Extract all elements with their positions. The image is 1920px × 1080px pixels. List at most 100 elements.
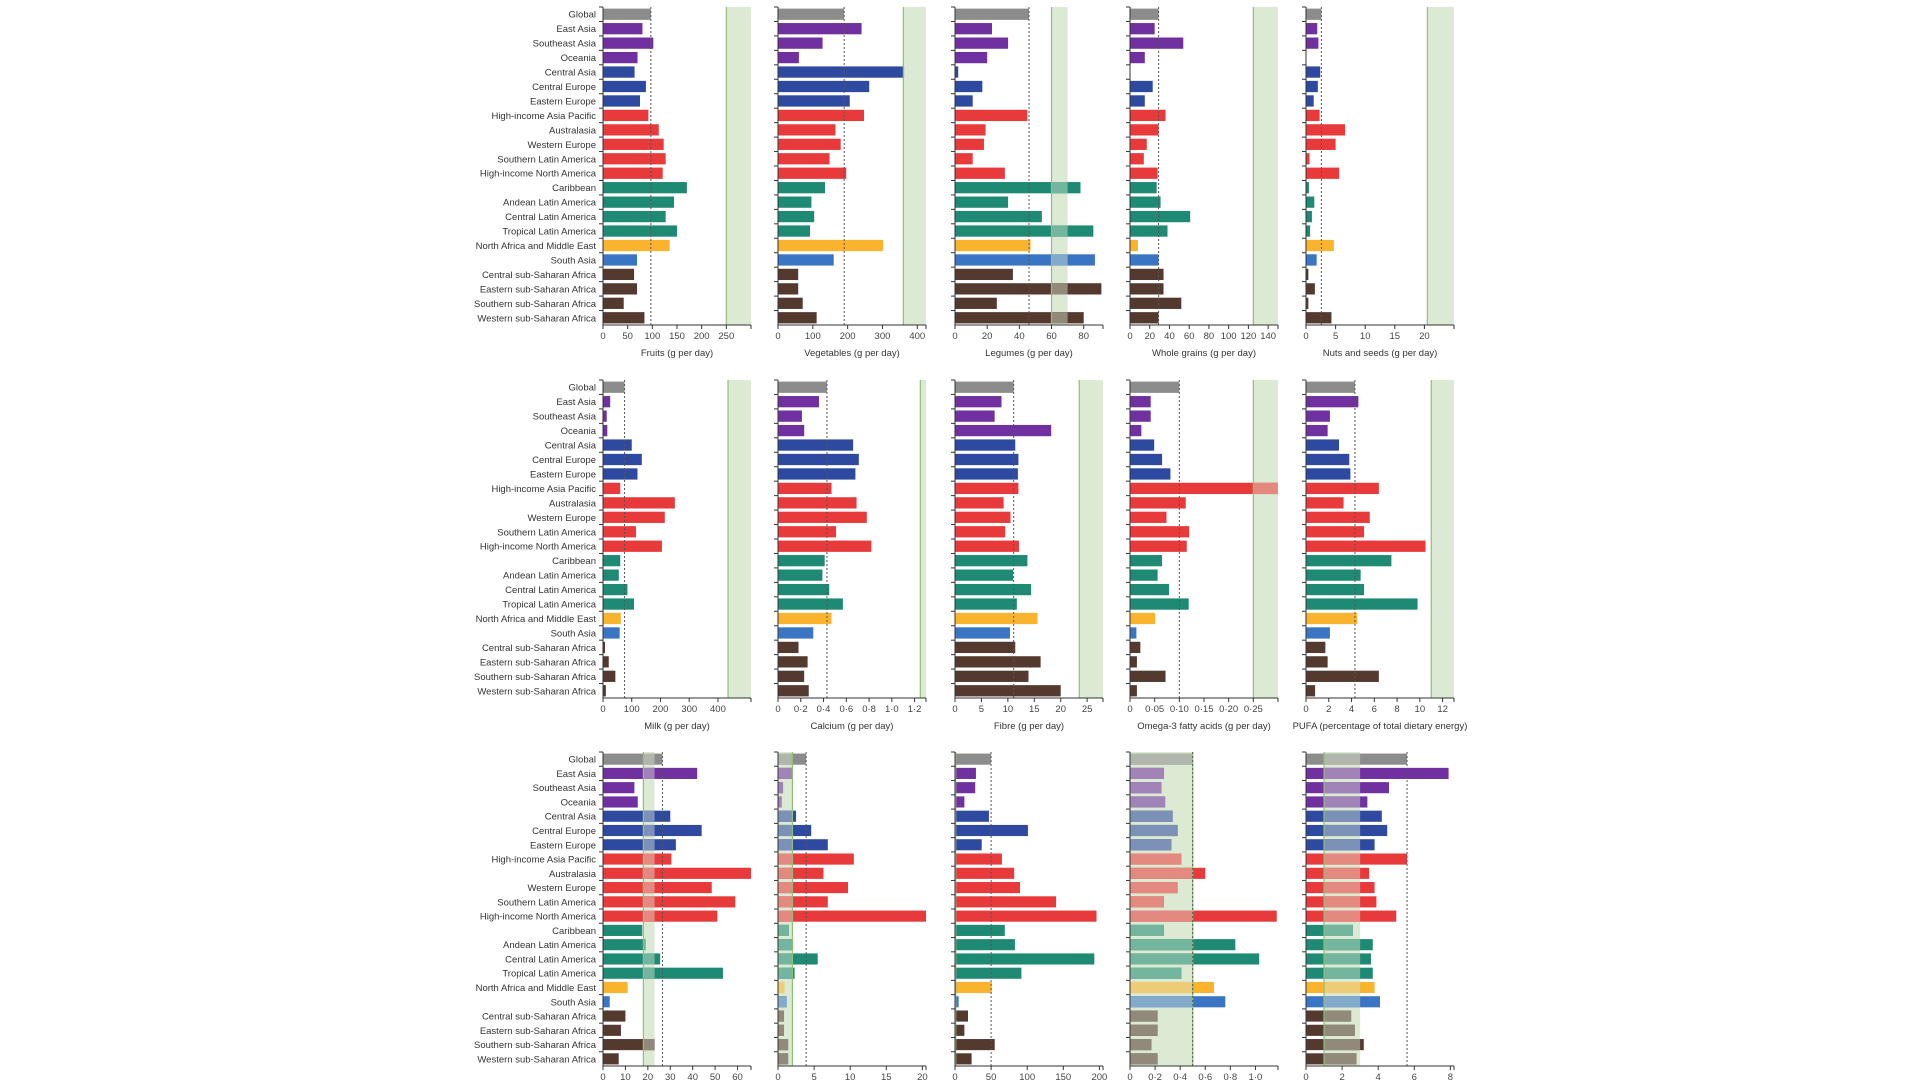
bar-south-asia bbox=[603, 254, 638, 266]
optimal-range-band bbox=[1427, 7, 1454, 325]
bar-north-africa-and-middle-east bbox=[778, 239, 884, 252]
bar-central-latin-america bbox=[955, 583, 1032, 596]
bar-caribbean bbox=[778, 182, 826, 194]
region-label: Southern Latin America bbox=[497, 154, 596, 165]
x-tick-label: 100 bbox=[1221, 331, 1237, 342]
bar-southern-sub-saharan-africa bbox=[1306, 297, 1309, 309]
bar-central-latin-america bbox=[955, 210, 1042, 223]
bar-central-asia bbox=[1306, 439, 1340, 451]
region-label: Andean Latin America bbox=[503, 198, 597, 209]
region-label: Oceania bbox=[561, 797, 597, 808]
bar-australasia bbox=[955, 497, 1004, 509]
bar-central-sub-saharan-africa bbox=[1306, 268, 1309, 281]
x-tick-label: 1·0 bbox=[885, 704, 899, 715]
bar-overlap bbox=[1324, 1039, 1361, 1051]
optimal-range-band bbox=[643, 752, 655, 1066]
bar-high-income-north-america bbox=[603, 540, 662, 552]
region-label: Tropical Latin America bbox=[502, 227, 596, 238]
bar-central-europe bbox=[778, 824, 812, 837]
bar-central-sub-saharan-africa bbox=[778, 641, 799, 654]
x-axis-title: PUFA (percentage of total dietary energy… bbox=[1293, 721, 1468, 732]
bar-south-asia bbox=[778, 254, 834, 266]
x-axis-title: Nuts and seeds (g per day) bbox=[1323, 348, 1438, 359]
bar-australasia bbox=[1130, 497, 1186, 509]
bar-global bbox=[955, 8, 1029, 20]
bar-high-income-north-america bbox=[1306, 167, 1340, 179]
bar-overlap bbox=[1130, 839, 1172, 851]
bar-southern-latin-america bbox=[778, 526, 837, 538]
region-label: Central sub-Saharan Africa bbox=[482, 1012, 597, 1023]
bar-overlap bbox=[643, 896, 655, 908]
bar-overlap bbox=[1324, 882, 1361, 894]
bar-central-latin-america bbox=[603, 953, 661, 965]
region-label: High-income North America bbox=[480, 169, 597, 180]
bar-north-africa-and-middle-east bbox=[603, 612, 621, 625]
x-tick-label: 20 bbox=[1144, 331, 1155, 342]
bar-central-latin-america bbox=[1306, 583, 1365, 596]
region-label: Western Europe bbox=[528, 140, 596, 151]
bar-central-latin-america bbox=[778, 583, 830, 596]
region-label: Central Asia bbox=[545, 68, 597, 79]
bar-overlap bbox=[643, 967, 655, 979]
x-tick-label: 10 bbox=[620, 1072, 631, 1080]
bar-eastern-sub-saharan-africa bbox=[1130, 283, 1164, 295]
x-axis-title: Omega-3 fatty acids (g per day) bbox=[1137, 721, 1271, 732]
bar-high-income-north-america bbox=[1130, 167, 1158, 179]
bar-central-asia bbox=[955, 810, 989, 822]
bar-andean-latin-america bbox=[1130, 196, 1161, 208]
bar-western-europe bbox=[778, 138, 841, 150]
bar-overlap bbox=[1324, 810, 1361, 822]
bar-overlap bbox=[778, 924, 789, 936]
bar-caribbean bbox=[955, 555, 1028, 567]
bar-andean-latin-america bbox=[603, 569, 619, 581]
x-tick-label: 40 bbox=[1014, 331, 1025, 342]
bar-south-asia bbox=[1130, 254, 1159, 266]
bar-overlap bbox=[778, 867, 793, 879]
bar-western-europe bbox=[603, 138, 664, 150]
bar-tropical-latin-america bbox=[778, 598, 843, 610]
bar-caribbean bbox=[1130, 182, 1157, 194]
bar-overlap bbox=[643, 939, 646, 951]
x-tick-label: 15 bbox=[1029, 704, 1040, 715]
x-tick-label: 12 bbox=[1437, 704, 1448, 715]
bar-southern-sub-saharan-africa bbox=[1130, 670, 1166, 682]
x-tick-label: 60 bbox=[1046, 331, 1057, 342]
bar-western-europe bbox=[603, 511, 665, 523]
bar-overlap bbox=[1130, 867, 1193, 879]
x-tick-label: 0 bbox=[952, 704, 957, 715]
panel-calcium: 0 0·2 0·4 0·6 0·8 1·0 1·2 Calcium (g per day) bbox=[774, 379, 927, 732]
bar-overlap bbox=[1130, 924, 1164, 936]
bar-overlap bbox=[1324, 853, 1361, 865]
bar-north-africa-and-middle-east bbox=[1130, 612, 1156, 625]
bar-tropical-latin-america bbox=[603, 598, 635, 610]
bar-overlap bbox=[643, 810, 655, 822]
region-label: Southeast Asia bbox=[533, 39, 597, 50]
bar-high-income-asia-pacific bbox=[1130, 109, 1166, 122]
bar-caribbean bbox=[603, 182, 687, 194]
region-label: Eastern Europe bbox=[530, 840, 596, 851]
region-label: Central Europe bbox=[532, 455, 596, 466]
bar-overlap bbox=[1051, 182, 1068, 194]
region-label: East Asia bbox=[556, 397, 596, 408]
x-tick-label: 30 bbox=[665, 1072, 676, 1080]
bar-tropical-latin-america bbox=[955, 598, 1017, 610]
panel-row3-col4: 0 0·2 0·4 0·6 0·8 1·0 bbox=[1126, 751, 1279, 1080]
bar-southern-latin-america bbox=[1130, 153, 1144, 165]
region-label: Global bbox=[569, 10, 596, 21]
bar-tropical-latin-america bbox=[1130, 225, 1168, 237]
bar-eastern-sub-saharan-africa bbox=[955, 656, 1041, 668]
bar-central-sub-saharan-africa bbox=[1130, 641, 1141, 654]
region-label: Tropical Latin America bbox=[502, 969, 596, 980]
bar-central-asia bbox=[955, 439, 1016, 451]
bar-central-latin-america bbox=[1130, 210, 1191, 223]
bar-eastern-europe bbox=[1130, 468, 1171, 480]
bar-eastern-sub-saharan-africa bbox=[1306, 283, 1315, 295]
bar-southeast-asia bbox=[603, 37, 654, 49]
bar-overlap bbox=[1324, 782, 1361, 794]
bar-southeast-asia bbox=[955, 410, 995, 422]
bar-caribbean bbox=[603, 555, 621, 567]
panel-pufa: 0 2 4 6 8 10 12 PUFA (percentage of total dieta… bbox=[1293, 379, 1468, 732]
x-tick-label: 5 bbox=[1333, 331, 1338, 342]
bar-south-asia bbox=[955, 627, 1010, 639]
